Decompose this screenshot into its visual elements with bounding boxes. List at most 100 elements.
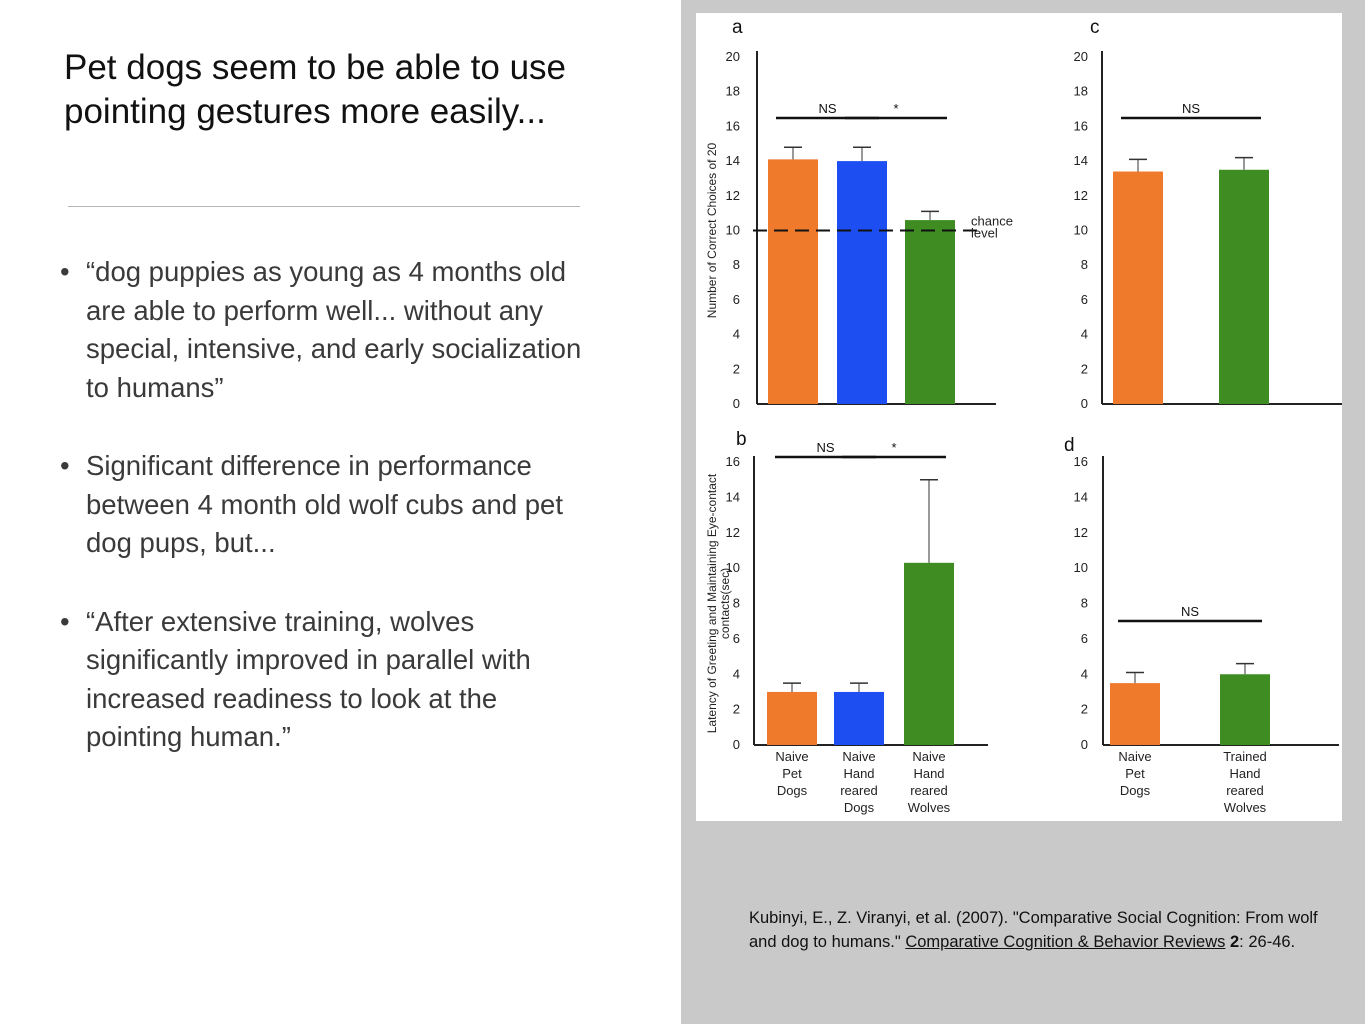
y-tick-label: 12: [726, 188, 740, 203]
y-tick-label: 16: [726, 118, 740, 133]
category-label: Pet: [1125, 766, 1145, 781]
y-tick-label: 4: [733, 327, 740, 342]
y-axis-label-a: Number of Correct Choices of 20: [705, 142, 719, 318]
bullet-text: “dog puppies as young as 4 months old ar…: [86, 256, 582, 403]
category-label: Wolves: [908, 800, 951, 815]
bar-c-1: [1113, 171, 1163, 404]
panel-letter-a: a: [732, 17, 743, 38]
y-tick-label: 12: [1074, 188, 1088, 203]
y-tick-label: 20: [726, 49, 740, 64]
y-tick-label: 10: [726, 560, 740, 575]
bullet-text: Significant difference in performance be…: [86, 450, 563, 558]
citation-pages: : 26-46.: [1239, 933, 1296, 951]
y-tick-label: 16: [726, 454, 740, 469]
bullet-marker: •: [60, 605, 70, 637]
y-tick-label: 8: [733, 596, 740, 611]
y-axis-label-b: Latency of Greeting and Maintaining Eye-…: [705, 473, 719, 733]
y-axis-label-b: contacts(sec): [718, 568, 732, 639]
y-tick-label: 18: [1074, 84, 1088, 99]
bullet-text: “After extensive training, wolves signif…: [86, 605, 531, 753]
category-label: Trained: [1223, 749, 1267, 764]
y-tick-label: 10: [1074, 560, 1088, 575]
significance-label: NS: [818, 101, 836, 116]
bar-b-2: [834, 691, 884, 745]
y-tick-label: 14: [726, 489, 740, 504]
y-tick-label: 14: [1074, 153, 1088, 168]
bullet-marker: •: [60, 450, 70, 481]
category-label: reared: [1226, 783, 1264, 798]
y-tick-label: 6: [733, 292, 740, 307]
bar-d-1: [1110, 683, 1160, 745]
y-tick-label: 4: [1081, 666, 1088, 681]
citation-journal-link[interactable]: Comparative Cognition & Behavior Reviews: [905, 933, 1226, 951]
y-tick-label: 0: [1081, 737, 1088, 752]
bullet-list: • “dog puppies as young as 4 months old …: [60, 253, 590, 757]
citation-text: Kubinyi, E., Z. Viranyi, et al. (2007). …: [749, 909, 1318, 951]
y-tick-label: 2: [733, 361, 740, 376]
y-tick-label: 20: [1074, 49, 1088, 64]
category-label: Dogs: [844, 800, 875, 815]
y-tick-label: 16: [1074, 118, 1088, 133]
y-tick-label: 10: [726, 223, 740, 238]
y-tick-label: 2: [733, 702, 740, 717]
bullet-item: • Significant difference in performance …: [60, 447, 590, 563]
chance-level-label: chance: [971, 214, 1013, 229]
citation: Kubinyi, E., Z. Viranyi, et al. (2007). …: [749, 906, 1329, 954]
y-tick-label: 2: [1081, 361, 1088, 376]
citation-volume: 2: [1229, 933, 1240, 951]
category-label: Hand: [913, 766, 944, 781]
y-tick-label: 2: [1081, 702, 1088, 717]
bullet-marker: •: [60, 256, 70, 287]
panel-letter-b: b: [736, 429, 747, 450]
bar-a-2: [837, 161, 887, 404]
y-tick-label: 14: [1074, 489, 1088, 504]
category-label: Naive: [775, 749, 808, 764]
bar-c-2: [1219, 169, 1269, 404]
category-label: Naive: [842, 749, 875, 764]
significance-label: NS: [1182, 101, 1200, 116]
category-label: Hand: [843, 766, 874, 781]
category-label: Pet: [782, 766, 802, 781]
chance-level-label: level: [971, 226, 998, 241]
y-tick-label: 10: [1074, 223, 1088, 238]
significance-label: NS: [816, 440, 834, 455]
category-label: reared: [910, 783, 948, 798]
bar-a-1: [768, 159, 818, 404]
bar-d-2: [1220, 674, 1270, 745]
y-tick-label: 14: [726, 153, 740, 168]
category-label: Hand: [1229, 766, 1260, 781]
y-tick-label: 16: [1074, 454, 1088, 469]
category-label: Wolves: [1224, 800, 1267, 815]
y-tick-label: 12: [1074, 525, 1088, 540]
y-tick-label: 0: [1081, 396, 1088, 411]
significance-label: *: [891, 440, 896, 455]
y-tick-label: 6: [1081, 631, 1088, 646]
y-tick-label: 4: [733, 666, 740, 681]
significance-label: *: [893, 101, 898, 116]
bullet-item: • “dog puppies as young as 4 months old …: [60, 253, 590, 407]
y-tick-label: 12: [726, 525, 740, 540]
significance-label: NS: [1181, 604, 1199, 619]
slide-title: Pet dogs seem to be able to use pointing…: [64, 48, 566, 131]
y-tick-label: 18: [726, 84, 740, 99]
category-label: Naive: [912, 749, 945, 764]
y-tick-label: 0: [733, 737, 740, 752]
title-divider: [68, 206, 580, 207]
panel-letter-c: c: [1090, 17, 1100, 38]
y-tick-label: 0: [733, 396, 740, 411]
y-tick-label: 6: [733, 631, 740, 646]
bar-b-1: [767, 691, 817, 745]
category-label: Dogs: [777, 783, 808, 798]
y-tick-label: 8: [1081, 257, 1088, 272]
bar-a-3: [905, 220, 955, 404]
category-label: Dogs: [1120, 783, 1151, 798]
bar-b-3: [904, 562, 954, 745]
y-tick-label: 8: [733, 257, 740, 272]
y-tick-label: 6: [1081, 292, 1088, 307]
figure-card: a 0 2 4 6 8 10 12 14 16 18 20 chance level NS * Number o…: [696, 13, 1342, 821]
y-tick-label: 4: [1081, 327, 1088, 342]
bullet-item: • “After extensive training, wolves sign…: [60, 603, 590, 757]
y-tick-label: 8: [1081, 596, 1088, 611]
category-label: reared: [840, 783, 878, 798]
